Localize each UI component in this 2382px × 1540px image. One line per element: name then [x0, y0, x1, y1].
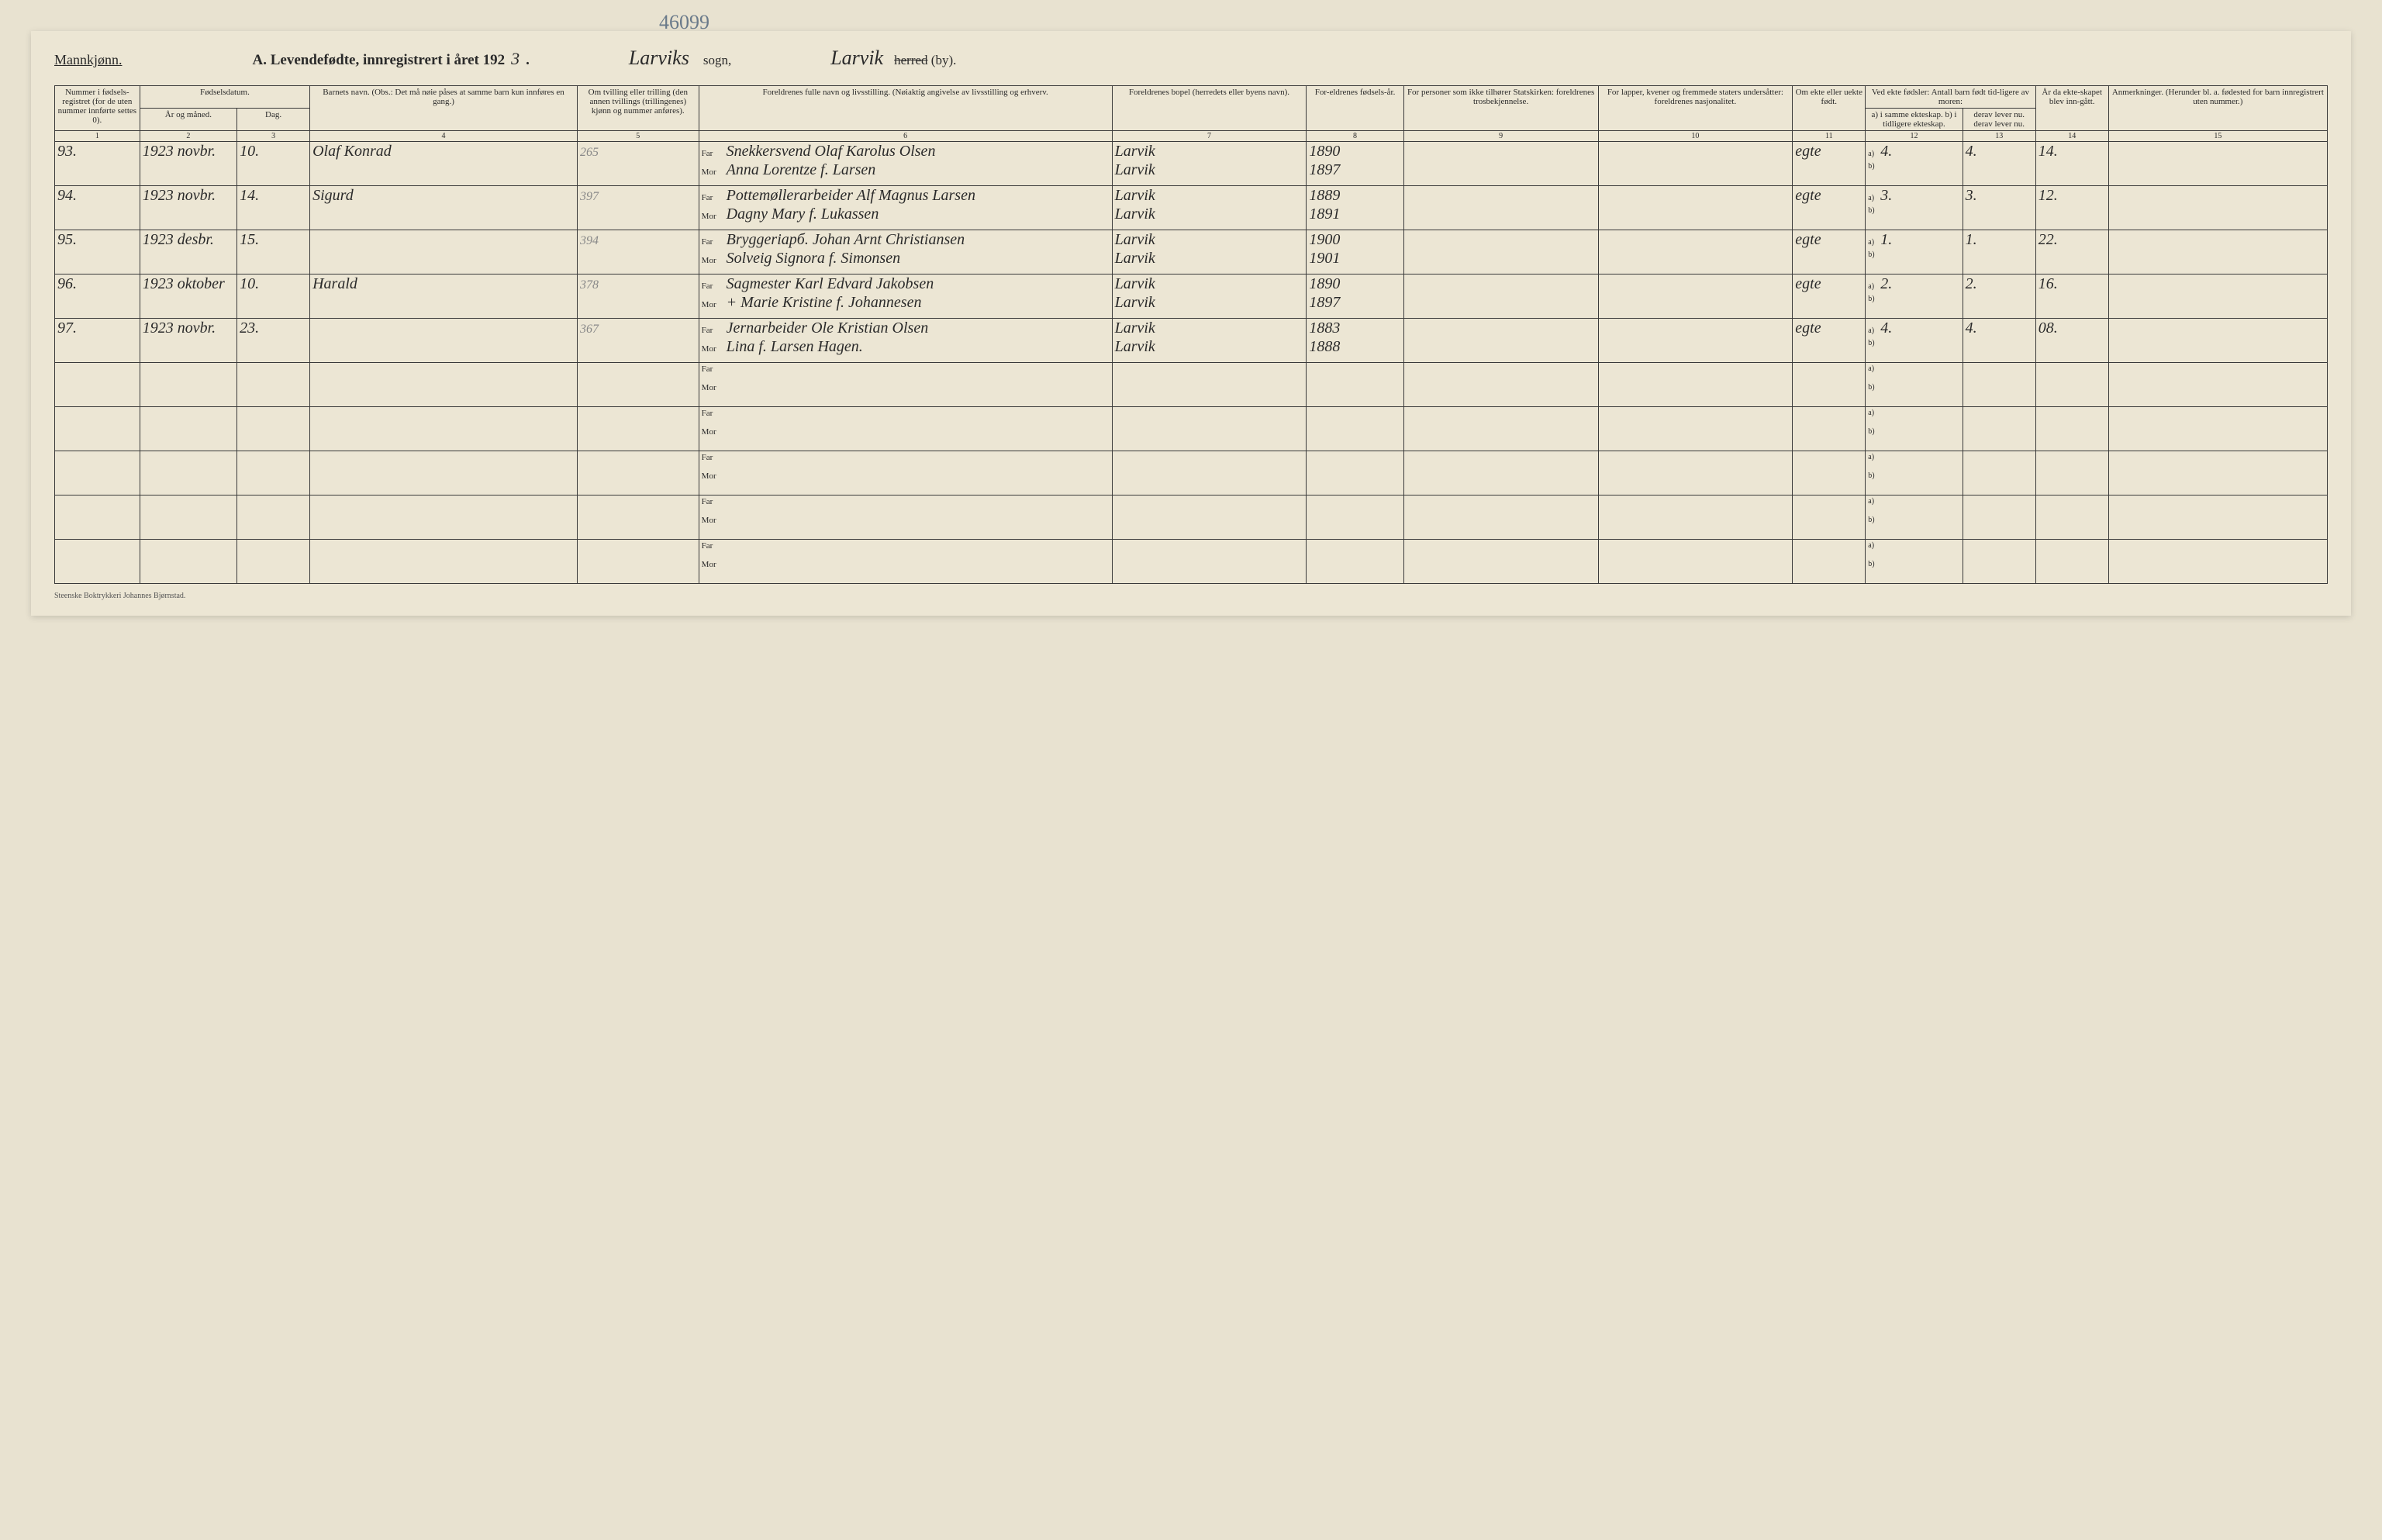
- page-header: Mannkjønn. A. Levendefødte, innregistrer…: [54, 47, 2328, 70]
- city-name: Larvik: [830, 47, 883, 70]
- table-row: Far Mor a) b): [55, 540, 2328, 584]
- col-2-3-group: Fødselsdatum.: [140, 86, 309, 109]
- table-row: 96.1923 oktober10.Harald378 FarSagmester…: [55, 275, 2328, 319]
- table-row: Far Mor a) b): [55, 363, 2328, 407]
- col-15-header: Anmerkninger. (Herunder bl. a. fødested …: [2108, 86, 2327, 131]
- col-1-header: Nummer i fødsels-registret (for de uten …: [55, 86, 140, 131]
- table-body: 93.1923 novbr.10.Olaf Konrad265 FarSnekk…: [55, 142, 2328, 584]
- title-prefix: A. Levendefødte, innregistrert i året 19…: [253, 52, 506, 69]
- col-14-header: År da ekte-skapet blev inn-gått.: [2035, 86, 2108, 131]
- col-5-header: Om tvilling eller trilling (den annen tv…: [577, 86, 699, 131]
- title-year-suffix: 3: [511, 49, 520, 69]
- register-page: 46099 Mannkjønn. A. Levendefødte, innreg…: [31, 31, 2351, 616]
- col-3-header: Dag.: [237, 109, 310, 131]
- col-13-header: derav lever nu. derav lever nu.: [1963, 109, 2035, 131]
- archive-number: 46099: [659, 11, 709, 34]
- col-2-header: År og måned.: [140, 109, 236, 131]
- col-9-header: For personer som ikke tilhører Statskirk…: [1403, 86, 1598, 131]
- birth-register-table: Nummer i fødsels-registret (for de uten …: [54, 85, 2328, 584]
- col-8-header: For-eldrenes fødsels-år.: [1307, 86, 1403, 131]
- col-6-header: Foreldrenes fulle navn og livsstilling. …: [699, 86, 1112, 131]
- parish-name: Larviks: [629, 47, 689, 70]
- col-10-header: For lapper, kvener og fremmede staters u…: [1598, 86, 1793, 131]
- col-7-header: Foreldrenes bopel (herredets eller byens…: [1112, 86, 1307, 131]
- table-row: Far Mor a) b): [55, 495, 2328, 540]
- col-11-header: Om ekte eller uekte født.: [1793, 86, 1866, 131]
- col-4-header: Barnets navn. (Obs.: Det må nøie påses a…: [310, 86, 578, 131]
- table-header: Nummer i fødsels-registret (for de uten …: [55, 86, 2328, 142]
- table-row: 97.1923 novbr.23.367 FarJernarbeider Ole…: [55, 319, 2328, 363]
- printer-footer: Steenske Boktrykkeri Johannes Bjørnstad.: [54, 592, 2328, 600]
- table-row: 94.1923 novbr.14.Sigurd397 FarPottemølle…: [55, 186, 2328, 230]
- gender-label: Mannkjønn.: [54, 52, 123, 68]
- table-row: 93.1923 novbr.10.Olaf Konrad265 FarSnekk…: [55, 142, 2328, 186]
- parish-label: sogn,: [703, 53, 731, 68]
- column-number-row: 1 2 3 4 5 6 7 8 9 10 11 12 13 14 15: [55, 131, 2328, 142]
- col-12-13-group: Ved ekte fødsler: Antall barn født tid-l…: [1866, 86, 2035, 109]
- city-label: herred (by).: [894, 53, 956, 68]
- table-row: Far Mor a) b): [55, 451, 2328, 495]
- table-row: 95.1923 desbr.15.394 FarBryggeriарб. Joh…: [55, 230, 2328, 275]
- col-12-header: a) i samme ekteskap. b) i tidligere ekte…: [1866, 109, 1963, 131]
- table-row: Far Mor a) b): [55, 407, 2328, 451]
